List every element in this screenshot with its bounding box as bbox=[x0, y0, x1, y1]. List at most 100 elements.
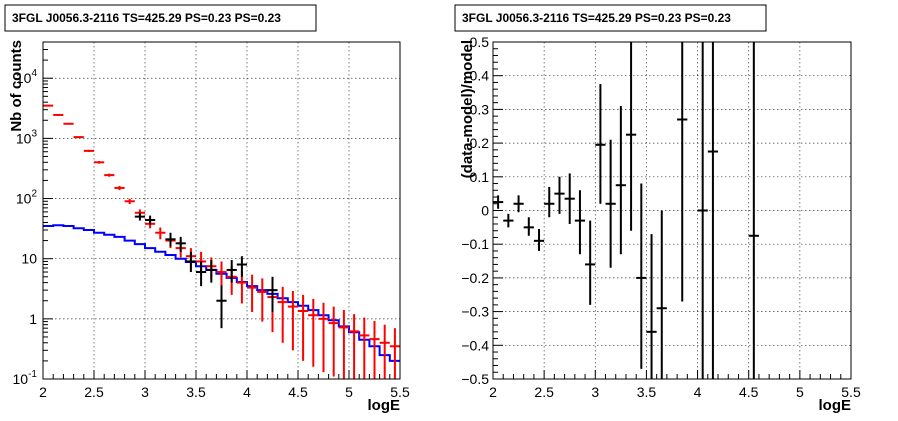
residuals-x-tick-label: 4.5 bbox=[739, 384, 759, 400]
counts-chart-title: 3FGL J0056.3-2116 TS=425.29 PS=0.23 PS=0… bbox=[12, 11, 281, 25]
counts-point-red bbox=[43, 104, 54, 107]
counts-point-red bbox=[63, 122, 74, 125]
residuals-x-tick-labels: 2 2.5 3 3.5 4 4.5 5 5.5 bbox=[489, 384, 861, 400]
residuals-y-tick-label: 0.5 bbox=[470, 34, 490, 50]
residual-point bbox=[544, 186, 555, 218]
residuals-y-tick-label: 0 bbox=[481, 203, 489, 219]
residuals-data-series bbox=[493, 42, 759, 379]
residual-point bbox=[585, 220, 596, 305]
counts-x-tick-label: 4 bbox=[243, 384, 251, 400]
residuals-x-tick-label: 3 bbox=[591, 384, 599, 400]
residual-point bbox=[656, 210, 667, 379]
counts-point-red bbox=[104, 173, 115, 177]
residuals-x-tick-label: 2.5 bbox=[534, 384, 554, 400]
residuals-y-tick-labels: −0.5 −0.4 −0.3 −0.2 −0.1 0 0.1 0.2 0.3 0.4 0.5 bbox=[461, 34, 489, 387]
residuals-y-tick-label: 0.2 bbox=[470, 135, 490, 151]
counts-point-red bbox=[83, 149, 94, 152]
counts-point-red bbox=[328, 306, 339, 377]
counts-point-black bbox=[185, 251, 196, 273]
counts-point-black bbox=[226, 260, 237, 283]
counts-y-tick-label: 1 bbox=[29, 311, 37, 327]
residual-point bbox=[574, 190, 586, 255]
counts-point-red bbox=[308, 298, 319, 367]
counts-point-red bbox=[247, 274, 258, 312]
residual-point bbox=[503, 213, 514, 228]
residual-point bbox=[523, 217, 534, 236]
counts-panel: 2 2.5 3 3.5 4 4.5 5 5.5 10-1 1 10 102 103 104 logE N… bbox=[4, 4, 410, 414]
counts-x-tick-label: 4.5 bbox=[288, 384, 308, 400]
counts-y-tick-label: 102 bbox=[16, 189, 38, 207]
counts-point-red bbox=[359, 317, 370, 379]
counts-x-tick-label: 2.5 bbox=[84, 384, 104, 400]
residual-point bbox=[554, 176, 565, 214]
counts-y-tick-labels: 10-1 1 10 102 103 104 bbox=[13, 68, 38, 387]
counts-axis-ticks bbox=[42, 41, 401, 380]
counts-point-red bbox=[94, 161, 105, 164]
residuals-x-tick-label: 3.5 bbox=[637, 384, 657, 400]
counts-point-black bbox=[236, 256, 247, 277]
counts-point-red bbox=[379, 324, 390, 379]
counts-point-black bbox=[267, 276, 278, 312]
residual-point bbox=[605, 139, 616, 268]
counts-plot-frame bbox=[42, 41, 401, 380]
residuals-y-tick-label: 0.4 bbox=[470, 68, 490, 84]
counts-x-tick-label: 3.5 bbox=[186, 384, 206, 400]
residuals-x-tick-label: 2 bbox=[489, 384, 497, 400]
residuals-y-tick-label: −0.5 bbox=[461, 371, 489, 387]
counts-y-tick-label: 103 bbox=[16, 128, 38, 146]
counts-point-red bbox=[216, 261, 227, 287]
residuals-y-tick-label: −0.3 bbox=[461, 304, 489, 320]
counts-point-red bbox=[287, 291, 298, 351]
counts-point-red bbox=[369, 321, 380, 379]
residual-point bbox=[636, 183, 647, 369]
counts-point-black bbox=[206, 260, 217, 283]
residual-point bbox=[625, 42, 637, 231]
residual-point bbox=[533, 229, 545, 251]
counts-data-series bbox=[43, 104, 400, 379]
counts-point-black bbox=[134, 212, 145, 221]
residual-point bbox=[707, 42, 719, 379]
counts-point-red bbox=[257, 278, 268, 322]
counts-point-red bbox=[53, 113, 64, 116]
counts-point-red bbox=[338, 310, 349, 379]
counts-point-red bbox=[277, 286, 288, 343]
residual-point bbox=[564, 173, 575, 224]
residual-point bbox=[646, 234, 657, 379]
counts-point-red bbox=[114, 185, 125, 191]
counts-y-axis-label: Nb of counts bbox=[8, 40, 25, 132]
residual-point bbox=[513, 195, 524, 213]
counts-x-axis-label: logE bbox=[368, 397, 401, 414]
residuals-y-tick-label: 0.3 bbox=[470, 101, 490, 117]
counts-point-black bbox=[196, 261, 207, 287]
residuals-title-box bbox=[454, 4, 767, 32]
counts-point-red bbox=[73, 136, 84, 139]
residuals-y-axis-label: (data-model)/model bbox=[459, 40, 476, 178]
residuals-y-tick-label: −0.2 bbox=[461, 270, 489, 286]
counts-x-tick-label: 2 bbox=[39, 384, 47, 400]
counts-y-tick-label: 10 bbox=[21, 251, 37, 267]
residuals-y-tick-label: −0.1 bbox=[461, 236, 489, 252]
counts-point-red bbox=[318, 302, 329, 373]
counts-point-black bbox=[145, 215, 156, 225]
residuals-grid bbox=[493, 42, 851, 379]
counts-point-black bbox=[216, 285, 227, 329]
residual-point bbox=[595, 84, 606, 204]
counts-grid bbox=[43, 42, 400, 379]
residuals-y-tick-label: −0.4 bbox=[461, 337, 489, 353]
counts-point-red bbox=[298, 294, 309, 361]
counts-x-tick-label: 5 bbox=[345, 384, 353, 400]
residuals-axis-ticks bbox=[492, 41, 852, 380]
counts-point-black bbox=[165, 232, 176, 247]
residual-point bbox=[493, 195, 504, 209]
residuals-x-tick-label: 5.5 bbox=[841, 384, 861, 400]
counts-point-black bbox=[175, 236, 186, 252]
counts-point-red bbox=[124, 198, 135, 205]
residuals-x-axis-label: logE bbox=[819, 397, 852, 414]
residuals-chart-title: 3FGL J0056.3-2116 TS=425.29 PS=0.23 PS=0… bbox=[462, 11, 731, 25]
residual-point bbox=[697, 42, 708, 379]
counts-title-box bbox=[4, 4, 317, 32]
counts-point-red bbox=[389, 328, 400, 379]
residual-point bbox=[677, 42, 688, 302]
counts-point-red bbox=[349, 314, 360, 379]
